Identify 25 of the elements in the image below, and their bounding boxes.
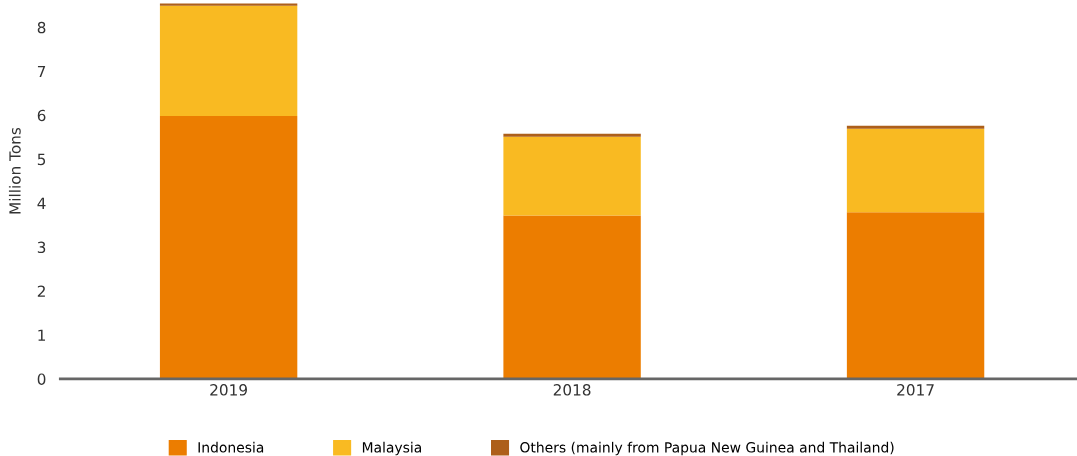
bar bbox=[159, 5, 298, 117]
y-tick-label: 4 bbox=[37, 197, 46, 209]
y-tick-label: 7 bbox=[37, 65, 46, 78]
y-tick-label: 1 bbox=[38, 329, 46, 341]
bar bbox=[159, 3, 298, 6]
y-tick-label: 8 bbox=[37, 21, 46, 34]
bar bbox=[846, 212, 985, 379]
bar bbox=[159, 116, 298, 379]
bar bbox=[846, 125, 985, 129]
x-tick-label: 2017 bbox=[897, 384, 934, 396]
y-tick-label: 0 bbox=[37, 373, 46, 385]
bar bbox=[503, 215, 641, 379]
y-tick-label: 2 bbox=[37, 285, 45, 297]
bar bbox=[846, 128, 985, 213]
y-tick-label: 3 bbox=[37, 241, 46, 254]
legend-label: Indonesia bbox=[198, 441, 264, 453]
bar bbox=[503, 136, 641, 216]
y-axis-title: Million Tons bbox=[8, 127, 21, 214]
legend-label: Others (mainly from Papua New Guinea and Thailand) bbox=[520, 441, 894, 456]
legend-label: Malaysia bbox=[362, 441, 421, 456]
x-tick-label: 2019 bbox=[210, 384, 247, 396]
bar bbox=[503, 133, 641, 137]
y-tick-label: 5 bbox=[37, 153, 46, 166]
x-tick-label: 2018 bbox=[553, 384, 591, 396]
y-tick-label: 6 bbox=[37, 109, 46, 122]
